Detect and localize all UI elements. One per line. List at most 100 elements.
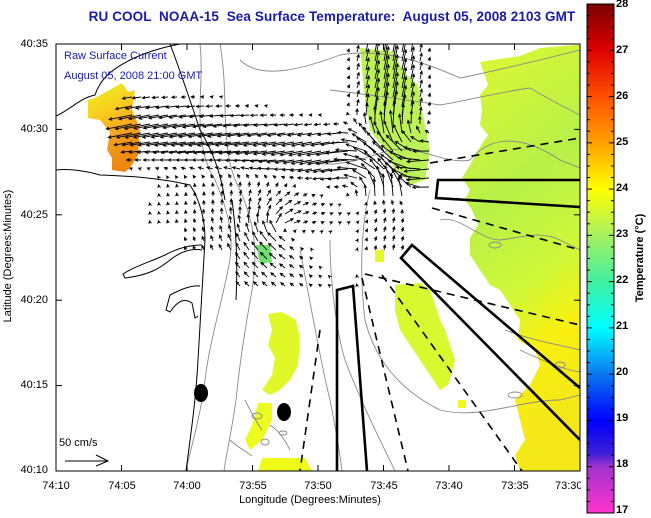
current-vector — [392, 44, 395, 53]
current-vector-head — [206, 166, 211, 170]
current-vector — [372, 141, 394, 161]
current-vector — [279, 235, 286, 242]
current-vector — [337, 166, 358, 170]
current-vector-head — [259, 230, 264, 235]
current-vector — [121, 150, 133, 153]
current-vector — [254, 123, 268, 126]
current-vector — [282, 141, 304, 147]
current-vector-head — [175, 200, 179, 206]
current-vector-head — [366, 75, 370, 80]
sst-patch-east-large — [462, 45, 580, 471]
colorbar-tick-label: 22 — [616, 274, 629, 286]
current-vector — [258, 167, 268, 170]
current-vector — [182, 123, 205, 128]
current-vector — [419, 62, 423, 71]
current-vector-head — [279, 272, 284, 277]
current-vector-head — [278, 212, 282, 217]
surface-current-vectors — [105, 44, 432, 288]
current-vector-head — [236, 223, 241, 228]
current-vector-head — [227, 233, 231, 238]
current-vector-head — [400, 244, 405, 249]
current-vector — [291, 159, 313, 165]
current-vector-head — [383, 225, 387, 231]
current-vector-head — [346, 75, 350, 80]
current-vector-head — [427, 101, 432, 106]
current-vector-head — [303, 122, 308, 127]
current-vector-head — [238, 205, 242, 210]
colorbar-tick-label: 19 — [616, 412, 629, 424]
current-vector — [259, 241, 268, 251]
current-vector-head — [386, 72, 390, 77]
current-vector-head — [137, 116, 143, 120]
current-vector — [356, 99, 359, 107]
current-vector-head — [427, 119, 431, 124]
current-vector-head — [345, 143, 350, 147]
current-vector-head — [157, 201, 161, 206]
sst-patch-nearshore-south-2 — [245, 403, 272, 450]
current-vector-head — [222, 124, 227, 128]
current-vector-head — [373, 226, 378, 232]
current-vector — [419, 80, 423, 89]
current-vector-head — [369, 115, 373, 120]
current-vector-head — [373, 121, 377, 126]
current-vector-head — [388, 150, 393, 155]
current-vector — [153, 150, 169, 154]
current-vector-head — [209, 151, 214, 155]
current-vector — [419, 98, 423, 107]
current-vector — [383, 73, 390, 98]
current-vector — [242, 159, 259, 162]
current-vector-head — [121, 142, 126, 147]
current-vector-head — [134, 106, 140, 110]
current-vector-head — [259, 251, 264, 256]
current-vector — [142, 132, 169, 138]
current-vector-head — [253, 123, 258, 128]
current-vector-head — [272, 175, 277, 179]
current-vector-head — [191, 158, 196, 162]
current-vector — [278, 244, 286, 251]
current-vector-head — [278, 253, 283, 258]
current-vector — [407, 159, 430, 163]
colorbar-tick-label: 27 — [616, 44, 629, 56]
current-vector-head — [311, 193, 316, 198]
current-vector-head — [366, 66, 370, 71]
current-vector — [213, 123, 232, 127]
current-vector-head — [385, 134, 390, 139]
current-vector-head — [128, 150, 133, 154]
current-vector-head — [404, 181, 409, 186]
current-vector-head — [289, 168, 294, 173]
current-vector-head — [141, 95, 146, 100]
current-vector — [325, 159, 349, 163]
current-vector-head — [388, 109, 393, 114]
current-vector-head — [427, 74, 432, 79]
current-vector-head — [395, 62, 399, 68]
current-vector — [169, 114, 187, 119]
x-axis-label: Longitude (Degrees:Minutes) — [239, 494, 381, 506]
current-vector — [277, 132, 295, 137]
current-vector-head — [346, 57, 350, 62]
current-vector-head — [318, 265, 323, 270]
current-vector-head — [235, 261, 239, 266]
current-vector — [269, 252, 277, 260]
current-vector — [392, 44, 397, 62]
current-vector-head — [419, 61, 423, 66]
current-vector-head — [373, 200, 377, 205]
colorbar-tick-label: 23 — [616, 228, 629, 240]
current-vector-head — [290, 143, 295, 148]
current-vector-head — [427, 56, 432, 61]
current-vector-head — [145, 143, 150, 147]
current-vector-head — [236, 173, 241, 178]
current-vector-head — [427, 65, 432, 70]
current-vector — [374, 44, 378, 53]
current-vector-head — [152, 150, 157, 155]
current-vector — [279, 263, 286, 269]
current-vector-head — [142, 126, 147, 130]
ytick-label: 40:30 — [20, 123, 48, 135]
current-vector-head — [131, 96, 136, 100]
current-vector — [346, 161, 367, 170]
current-vector — [259, 231, 268, 242]
current-vector-head — [196, 143, 201, 147]
sst-patch-green-cell — [256, 245, 272, 264]
current-vector-head — [134, 158, 139, 162]
current-vector-head — [144, 105, 150, 110]
current-vector — [248, 206, 251, 215]
